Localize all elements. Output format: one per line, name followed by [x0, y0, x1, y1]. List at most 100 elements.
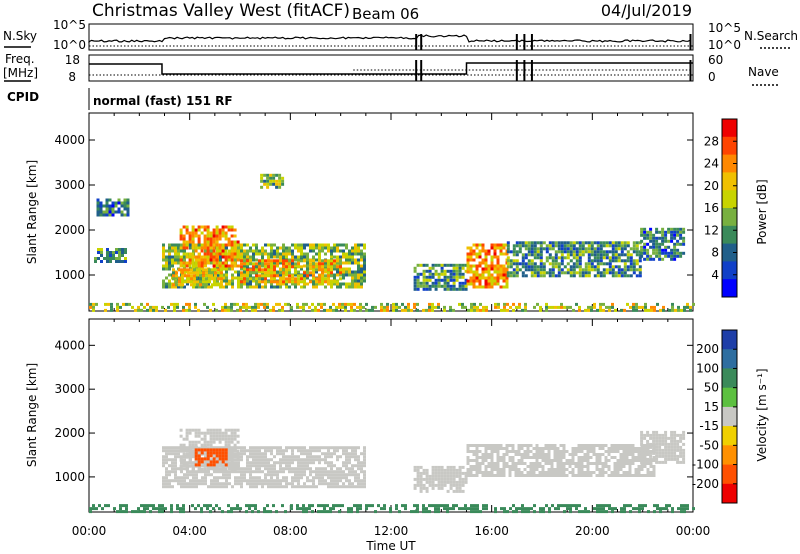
echo-region-1 [179, 225, 240, 268]
colorbar-swatch [722, 119, 737, 138]
echo-region-2 [194, 448, 228, 467]
freq-top-tick: 18 [65, 53, 80, 67]
colorbar-tick-label: -200 [692, 477, 719, 491]
nsky-panel-frame [88, 23, 694, 51]
colorbar-swatch [722, 279, 737, 298]
y-tick-label: 1000 [54, 470, 85, 484]
cpid-mode-text: normal (fast) 151 RF [93, 94, 233, 108]
y-tick-label: 2000 [54, 426, 85, 440]
colorbar-swatch [722, 349, 737, 369]
echo-region-8 [640, 227, 686, 261]
velocity-colorbar-label: Velocity [m s⁻¹] [755, 368, 769, 461]
colorbar-tick-label: 100 [696, 361, 719, 375]
colorbar-tick-label: -50 [699, 438, 719, 452]
colorbar-swatch [722, 426, 737, 446]
echo-region-5 [640, 430, 686, 464]
freq-label-line1: Freq. [5, 52, 35, 66]
nsky-label: N.Sky [3, 29, 37, 43]
colorbar-swatch [722, 445, 737, 465]
colorbar-swatch [722, 368, 737, 389]
velocity-ylabel: Slant Range [km] [25, 363, 39, 467]
colorbar-swatch [722, 208, 737, 227]
y-tick-label: 4000 [54, 133, 85, 147]
colorbar-swatch [722, 261, 737, 280]
nsky-top-tick: 10^5 [53, 18, 86, 32]
echo-region-10 [96, 198, 130, 217]
colorbar-swatch [722, 172, 737, 191]
power-ylabel: Slant Range [km] [25, 160, 39, 264]
x-tick-label: 20:00 [575, 524, 610, 538]
velocity-panel: 4000 3000 2000 1000 Slant Range [km] 200 100… [25, 318, 769, 514]
x-tick-label: 04:00 [172, 524, 207, 538]
echo-region-2 [240, 259, 342, 284]
x-tick-label: 08:00 [273, 524, 308, 538]
echo-region-11 [89, 302, 695, 312]
cpid-label: CPID [7, 90, 39, 104]
colorbar-frame [721, 329, 738, 504]
echo-region-5 [413, 263, 468, 291]
colorbar-swatch [722, 136, 737, 156]
colorbar-swatch [722, 483, 737, 504]
y-tick-label: 3000 [54, 178, 85, 192]
nave-label: Nave [748, 65, 779, 79]
x-tick-label: 16:00 [474, 524, 509, 538]
freq-line [89, 62, 693, 75]
nsky-trace [88, 34, 693, 50]
colorbar-tick-label: 4 [711, 268, 719, 282]
colorbar-tick-label: 24 [704, 157, 719, 171]
nsearch-top-tick: 10^5 [708, 21, 741, 35]
colorbar-swatch [722, 190, 737, 209]
colorbar-tick-label: 50 [704, 381, 719, 395]
echo-region-3 [172, 268, 223, 287]
colorbar-swatch [722, 387, 737, 408]
colorbar-tick-label: 8 [711, 246, 719, 260]
freq-bottom-tick: 8 [68, 70, 76, 84]
echo-region-6 [466, 243, 509, 289]
echo-region-7 [506, 241, 642, 278]
colorbar-tick-label: 16 [704, 201, 719, 215]
x-axis-label: Time UT [365, 539, 416, 553]
colorbar-tick-label: 12 [704, 223, 719, 237]
freq-label-line2: [MHz] [3, 66, 38, 80]
power-colorbar-label: Power [dB] [755, 179, 769, 244]
beam-label: Beam 06 [352, 5, 419, 23]
y-tick-label: 3000 [54, 382, 85, 396]
echo-region-4 [260, 173, 285, 189]
echo-region-9 [94, 248, 127, 263]
nsearch-label: N.Search [744, 29, 798, 43]
nave-top-tick: 60 [708, 53, 723, 67]
colorbar-tick-label: 15 [704, 400, 719, 414]
colorbar-tick-label: -15 [699, 419, 719, 433]
echo-region-3 [413, 465, 468, 493]
x-tick-label: 12:00 [374, 524, 409, 538]
x-tick-label: 00:00 [676, 524, 711, 538]
nsearch-bottom-tick: 10^0 [708, 38, 741, 52]
power-panel: 4000 3000 2000 1000 Slant Range [km] 28 24 20… [25, 112, 769, 312]
colorbar-tick-label: 200 [696, 342, 719, 356]
colorbar-swatch [722, 406, 737, 427]
echo-region-4 [466, 444, 656, 477]
velocity-colorbar: 200 100 50 15 -15 -50 -100 -200 [692, 329, 738, 504]
x-tick-label: 00:00 [72, 524, 107, 538]
y-tick-label: 2000 [54, 223, 85, 237]
nsky-bottom-tick: 10^0 [53, 38, 86, 52]
freq-trace [89, 60, 693, 81]
power-colorbar: 28 24 20 16 12 8 4 [704, 118, 738, 298]
colorbar-swatch [722, 243, 737, 262]
colorbar-tick-label: -100 [692, 458, 719, 472]
colorbar-swatch [722, 225, 737, 245]
echo-region-6 [89, 504, 695, 514]
nave-bottom-tick: 0 [708, 70, 716, 84]
colorbar-tick-label: 20 [704, 179, 719, 193]
y-tick-label: 1000 [54, 268, 85, 282]
nsky-line [88, 34, 691, 43]
colorbar-swatch [722, 154, 737, 173]
colorbar-tick-label: 28 [704, 134, 719, 148]
station-title: Christmas Valley West (fitACF) [92, 1, 350, 21]
colorbar-swatch [722, 330, 737, 350]
freq-panel-frame [88, 54, 694, 82]
colorbar-swatch [722, 464, 737, 485]
date-label: 04/Jul/2019 [601, 1, 692, 20]
y-tick-label: 4000 [54, 338, 85, 352]
